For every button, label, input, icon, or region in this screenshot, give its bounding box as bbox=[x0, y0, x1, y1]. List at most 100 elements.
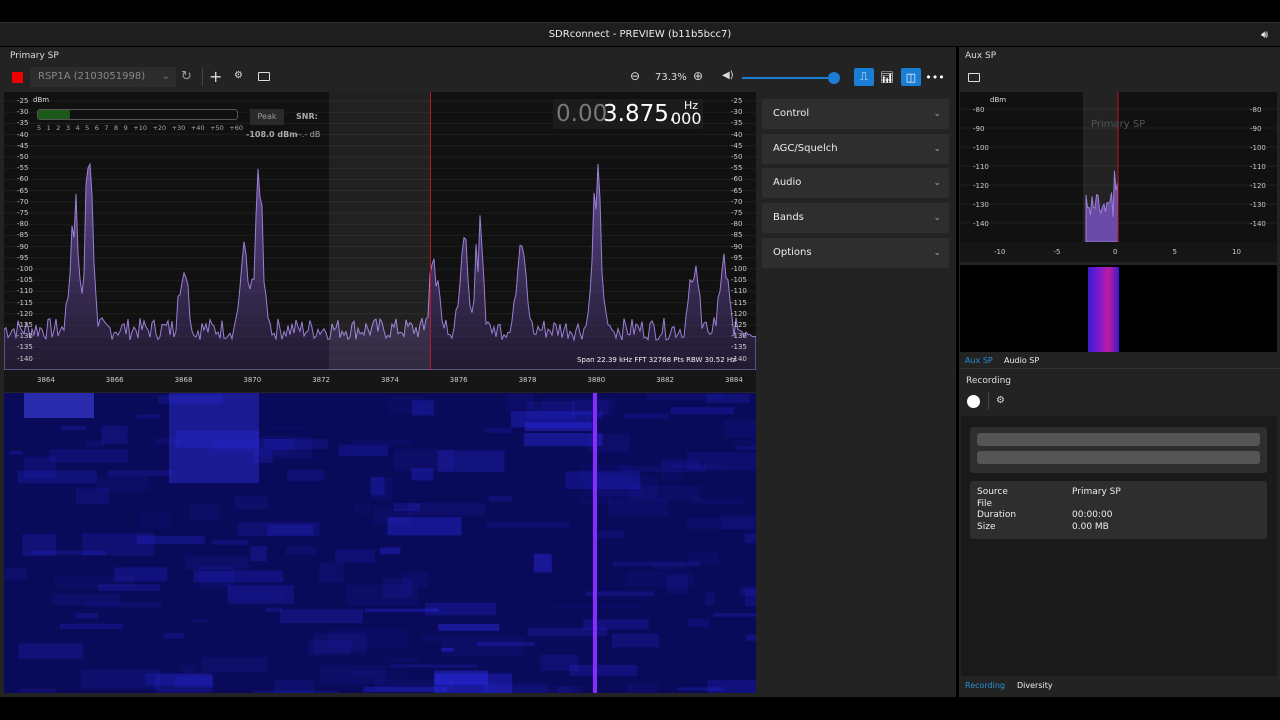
info-key: Source bbox=[977, 487, 1008, 497]
tab-audio-sp[interactable]: Audio SP bbox=[1004, 356, 1040, 365]
spectrum-toggle-button[interactable]: ⎍ bbox=[854, 68, 874, 86]
y-tick-left: -30 bbox=[17, 108, 29, 117]
accordion-options[interactable]: Options ⌄ bbox=[762, 237, 949, 268]
snr-label: SNR: bbox=[296, 112, 318, 121]
freq-tick: 3878 bbox=[518, 376, 537, 384]
chevron-down-icon: ⌄ bbox=[933, 247, 941, 258]
y-tick-right: -40 bbox=[731, 130, 743, 139]
divider bbox=[988, 392, 989, 410]
info-key: Size bbox=[977, 521, 996, 532]
frequency-display[interactable]: 0.00 3.875. 000 Hz bbox=[553, 99, 703, 129]
primary-title: Primary SP bbox=[10, 51, 59, 61]
waterfall-image bbox=[4, 393, 831, 711]
volume-slider-handle[interactable] bbox=[828, 72, 840, 84]
accordion-bands[interactable]: Bands ⌄ bbox=[762, 203, 949, 234]
y-tick-left: -125 bbox=[17, 321, 33, 329]
aux-x-tick: 0 bbox=[1113, 248, 1118, 256]
y-tick-right: -30 bbox=[731, 108, 743, 117]
signal-meter bbox=[37, 109, 238, 120]
y-tick-right: -60 bbox=[731, 175, 743, 184]
recording-info-row: Size 0.00 MB bbox=[977, 522, 1260, 534]
y-tick-right: -100 bbox=[731, 265, 747, 273]
y-tick-right: -80 bbox=[731, 220, 743, 229]
y-tick-left: -135 bbox=[17, 343, 33, 352]
y-tick-left: -70 bbox=[17, 197, 29, 206]
spectrum-trace bbox=[3, 100, 757, 371]
y-tick-left: -80 bbox=[17, 220, 29, 229]
filter-passband[interactable] bbox=[329, 92, 431, 370]
tab-aux-sp[interactable]: Aux SP bbox=[965, 356, 993, 365]
aux-x-tick: -5 bbox=[1053, 248, 1061, 256]
more-icon[interactable]: ••• bbox=[925, 70, 945, 84]
accordion-control[interactable]: Control ⌄ bbox=[762, 99, 949, 129]
y-tick-left: -130 bbox=[17, 332, 33, 341]
accordion-agc-squelch[interactable]: AGC/Squelch ⌄ bbox=[762, 133, 949, 164]
aux-x-tick: 5 bbox=[1172, 248, 1177, 256]
aux-title: Aux SP bbox=[965, 51, 997, 61]
meter-scale-label: +20 bbox=[152, 124, 167, 132]
stop-button[interactable] bbox=[12, 72, 23, 83]
y-tick-left: -65 bbox=[17, 186, 29, 195]
zoom-out-icon[interactable]: ⊖ bbox=[630, 69, 641, 83]
y-tick-right: -70 bbox=[731, 197, 743, 206]
meter-scale-label: 9 bbox=[123, 124, 128, 132]
frequency-unit: Hz bbox=[684, 99, 699, 112]
accordion-audio[interactable]: Audio ⌄ bbox=[762, 168, 949, 199]
recording-settings-icon[interactable]: ⚙ bbox=[996, 395, 1005, 406]
refresh-icon[interactable]: ↻ bbox=[181, 69, 192, 84]
tab-recording[interactable]: Recording bbox=[965, 681, 1006, 690]
y-tick-right: -130 bbox=[731, 332, 747, 341]
meter-scale-label: 4 bbox=[75, 124, 80, 132]
y-tick-right: -120 bbox=[731, 309, 747, 318]
info-value: 0.00 MB bbox=[1072, 521, 1109, 532]
zoom-in-icon[interactable]: ⊕ bbox=[693, 69, 704, 83]
meter-scale-label: +10 bbox=[133, 124, 147, 132]
bar-chart-button[interactable]: 📊︎ bbox=[880, 70, 894, 84]
aux-trace bbox=[960, 92, 1277, 262]
y-tick-left: -90 bbox=[17, 242, 29, 251]
meter-scale-label: +50 bbox=[210, 124, 224, 132]
recording-info-row: Duration 00:00:00 bbox=[977, 510, 1260, 522]
tab-diversity[interactable]: Diversity bbox=[1017, 681, 1053, 690]
y-tick-left: -110 bbox=[17, 287, 33, 296]
settings-gears-icon[interactable]: ⚙ bbox=[234, 70, 243, 81]
tuning-marker[interactable] bbox=[430, 92, 431, 370]
aux-y-tick: -110 bbox=[1250, 163, 1266, 171]
waterfall-display[interactable] bbox=[4, 393, 831, 711]
aux-spectrum[interactable] bbox=[960, 92, 1277, 262]
y-tick-right: -115 bbox=[731, 298, 747, 307]
spectrum-display[interactable] bbox=[3, 92, 757, 371]
freq-tick: 3874 bbox=[381, 376, 399, 384]
y-tick-left: -50 bbox=[17, 153, 29, 161]
y-tick-right: -55 bbox=[731, 164, 743, 173]
y-tick-left: -140 bbox=[17, 354, 33, 363]
add-icon[interactable]: + bbox=[209, 67, 223, 86]
peak-button[interactable]: Peak bbox=[250, 109, 284, 125]
y-tick-right: -45 bbox=[731, 141, 743, 150]
aux-y-tick: -120 bbox=[973, 182, 989, 190]
freq-tick: 3882 bbox=[656, 376, 675, 384]
aux-overlay-label: Primary SP bbox=[1091, 119, 1146, 130]
record-button[interactable] bbox=[967, 395, 980, 408]
display-icon[interactable] bbox=[968, 73, 980, 82]
aux-waterfall[interactable] bbox=[960, 265, 1277, 352]
recording-info-row: Source Primary SP bbox=[977, 487, 1260, 499]
recording-title: Recording bbox=[966, 376, 1012, 386]
y-tick-left: -40 bbox=[17, 130, 29, 139]
device-select[interactable]: RSP1A (2103051998) ⌄ bbox=[30, 67, 176, 87]
accordion-label: Audio bbox=[773, 177, 802, 189]
recording-info: Source Primary SP File Duration 00:00:00 Size… bbox=[970, 481, 1267, 539]
frequency-axis bbox=[4, 370, 756, 392]
y-tick-left: -45 bbox=[17, 141, 29, 150]
span-info: Span 22.39 kHz FFT 32768 Pts RBW 30.52 H… bbox=[577, 356, 736, 364]
volume-slider[interactable] bbox=[742, 77, 834, 79]
volume-icon[interactable]: ◀︎) bbox=[722, 70, 734, 81]
freq-tick: 3872 bbox=[312, 376, 331, 384]
y-tick-left: -115 bbox=[17, 298, 33, 307]
split-view-button[interactable]: ◫ bbox=[901, 68, 921, 86]
accordion-label: Bands bbox=[773, 212, 804, 224]
speaker-icon[interactable]: 🔊︎ bbox=[1261, 28, 1268, 41]
meter-scale-label: 5 bbox=[37, 124, 42, 132]
display-icon[interactable] bbox=[258, 72, 270, 81]
y-tick-left: -25 bbox=[17, 97, 29, 105]
